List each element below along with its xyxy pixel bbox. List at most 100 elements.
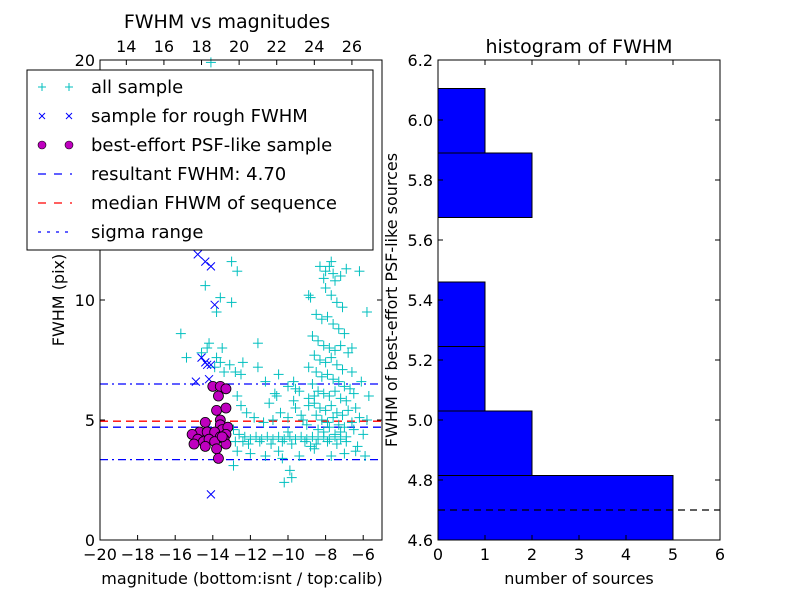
data-point bbox=[335, 393, 346, 404]
data-point bbox=[273, 369, 284, 380]
data-point bbox=[330, 345, 340, 356]
hist-x-tick-label: 6 bbox=[715, 545, 725, 564]
data-point bbox=[335, 340, 346, 351]
data-point bbox=[346, 367, 357, 377]
data-point bbox=[262, 431, 273, 442]
data-point bbox=[326, 451, 337, 461]
data-point bbox=[211, 404, 222, 416]
data-point bbox=[271, 391, 282, 401]
data-point bbox=[210, 300, 220, 310]
data-point bbox=[322, 417, 333, 428]
data-point bbox=[322, 436, 333, 447]
x-tick-label: −20 bbox=[83, 545, 117, 564]
top-tick-label: 16 bbox=[154, 37, 174, 56]
data-point bbox=[335, 427, 346, 437]
data-point bbox=[320, 405, 331, 416]
data-point bbox=[224, 359, 235, 370]
data-point bbox=[288, 376, 299, 387]
data-point bbox=[328, 319, 339, 329]
data-point bbox=[324, 422, 335, 433]
data-point bbox=[348, 388, 359, 399]
data-point bbox=[360, 451, 371, 461]
hist-x-tick-label: 5 bbox=[668, 545, 678, 564]
data-point bbox=[339, 328, 350, 339]
data-point bbox=[361, 307, 372, 317]
data-point bbox=[217, 343, 228, 353]
data-point bbox=[322, 311, 333, 322]
data-point bbox=[202, 343, 213, 353]
data-point bbox=[226, 297, 237, 308]
data-point bbox=[331, 439, 342, 449]
data-point bbox=[318, 273, 329, 284]
data-point bbox=[206, 490, 216, 499]
hist-x-axis-ticks: 0 1 2 3 4 5 6 bbox=[433, 60, 725, 564]
data-point bbox=[284, 465, 295, 476]
data-point bbox=[313, 424, 324, 435]
data-point bbox=[358, 429, 369, 440]
data-point bbox=[331, 297, 342, 308]
data-point bbox=[290, 383, 301, 394]
data-point bbox=[361, 415, 372, 425]
histogram-bar bbox=[437, 281, 486, 347]
data-point bbox=[277, 453, 288, 464]
data-point bbox=[269, 388, 280, 399]
data-point bbox=[193, 250, 203, 259]
data-point bbox=[288, 395, 299, 406]
data-point bbox=[311, 439, 322, 449]
x-tick-label: −12 bbox=[234, 545, 268, 564]
legend-label: sample for rough FWHM bbox=[91, 106, 308, 127]
data-point bbox=[249, 412, 260, 423]
series-all-sample bbox=[175, 57, 374, 488]
data-point bbox=[328, 268, 339, 279]
data-point bbox=[356, 376, 367, 387]
legend-entry: median FHWM of sequence bbox=[38, 193, 337, 214]
hist-y-tick-label: 5.8 bbox=[408, 171, 433, 190]
data-point bbox=[216, 431, 228, 443]
data-point bbox=[279, 434, 290, 445]
data-point bbox=[305, 292, 316, 303]
legend-entry: all sample bbox=[38, 77, 183, 98]
data-point bbox=[333, 323, 344, 334]
legend: all sample sample for rough FWHM best-effo… bbox=[26, 69, 374, 251]
data-point bbox=[314, 355, 325, 365]
data-point bbox=[294, 451, 305, 461]
hist-y-tick-label: 4.8 bbox=[408, 471, 433, 490]
data-point bbox=[330, 429, 340, 440]
data-point bbox=[350, 403, 361, 413]
data-point bbox=[314, 261, 325, 272]
data-point bbox=[286, 472, 297, 483]
data-point bbox=[337, 364, 348, 375]
data-point bbox=[237, 436, 248, 447]
data-point bbox=[199, 440, 211, 452]
legend-entry: sigma range bbox=[38, 222, 203, 243]
x-tick-label: −8 bbox=[314, 545, 338, 564]
data-point bbox=[331, 359, 342, 370]
data-point bbox=[313, 386, 324, 397]
data-point bbox=[267, 434, 278, 445]
data-point bbox=[241, 407, 252, 418]
hist-x-tick-label: 2 bbox=[527, 545, 537, 564]
hist-y-tick-label: 6.0 bbox=[408, 111, 433, 130]
data-point bbox=[307, 379, 318, 389]
data-point bbox=[318, 388, 329, 399]
top-tick-label: 24 bbox=[304, 37, 324, 56]
data-point bbox=[181, 352, 192, 363]
data-point bbox=[328, 412, 339, 423]
data-point bbox=[211, 307, 222, 317]
data-point bbox=[277, 436, 288, 447]
data-point bbox=[252, 338, 263, 349]
data-point bbox=[200, 280, 211, 291]
histogram-bar bbox=[437, 410, 533, 476]
top-tick-label: 14 bbox=[116, 37, 136, 56]
data-point bbox=[215, 357, 226, 368]
data-point bbox=[211, 443, 222, 455]
data-point bbox=[352, 441, 363, 452]
data-point bbox=[273, 446, 284, 457]
data-point bbox=[333, 376, 344, 387]
data-point bbox=[343, 405, 354, 416]
legend-entry: resultant FWHM: 4.70 bbox=[38, 164, 286, 185]
x-tick-label: −10 bbox=[271, 545, 305, 564]
data-point bbox=[237, 357, 248, 368]
hist-y-tick-label: 5.2 bbox=[408, 351, 433, 370]
hist-x-tick-label: 1 bbox=[480, 545, 490, 564]
